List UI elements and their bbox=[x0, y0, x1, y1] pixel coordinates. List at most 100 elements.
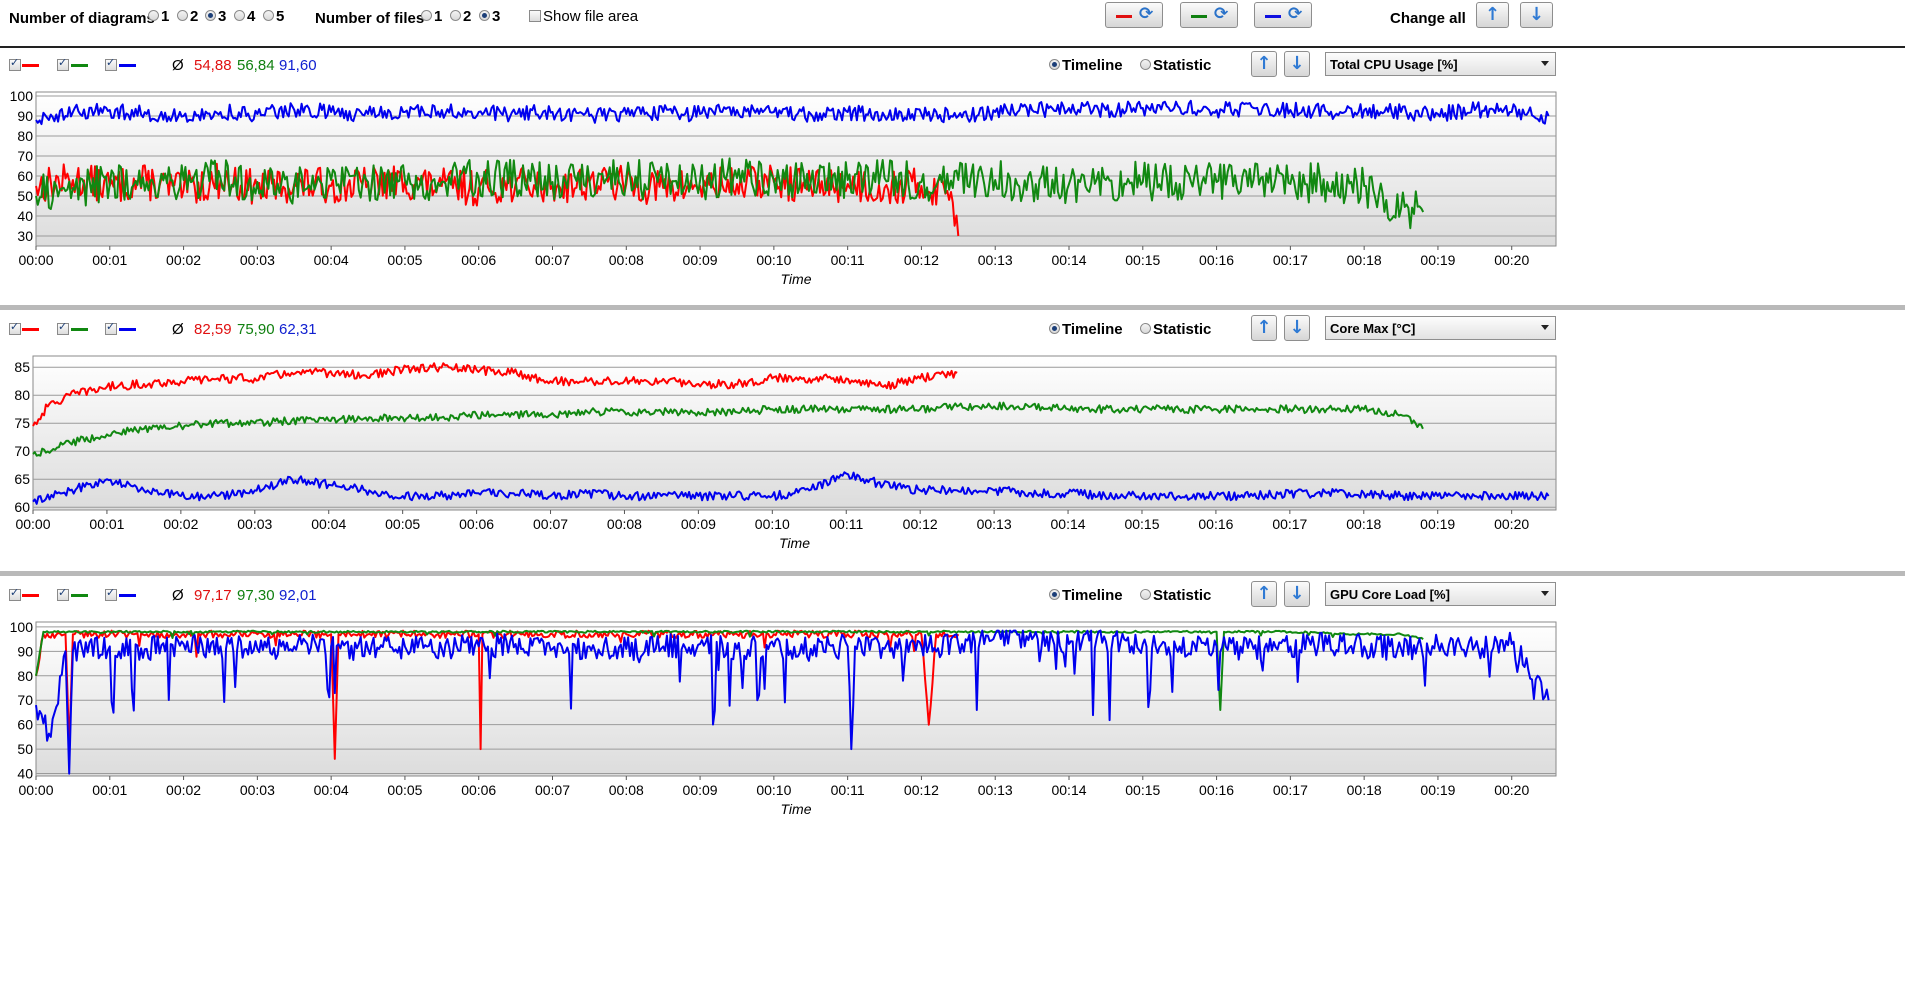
series-blue-checkbox[interactable] bbox=[105, 56, 117, 71]
arrow-up-icon: ↑ bbox=[1256, 583, 1272, 604]
x-axis-label: Time bbox=[781, 801, 812, 817]
x-tick-label: 00:13 bbox=[978, 782, 1013, 798]
change-all-up-button[interactable]: ↑ bbox=[1476, 2, 1509, 28]
average-value-red: 97,17 bbox=[194, 587, 232, 604]
average-symbol: Ø bbox=[172, 321, 184, 338]
green-line-icon bbox=[1191, 15, 1207, 18]
series-line-green bbox=[32, 401, 1424, 457]
diagram-count-radio-2[interactable] bbox=[177, 10, 188, 21]
y-tick-label: 80 bbox=[17, 668, 33, 684]
timeline-radio[interactable] bbox=[1049, 59, 1060, 70]
x-tick-label: 00:00 bbox=[15, 516, 50, 532]
plot-area bbox=[32, 355, 1557, 511]
chevron-down-icon bbox=[1541, 61, 1549, 66]
change-all-down-button[interactable]: ↓ bbox=[1520, 2, 1553, 28]
x-tick-label: 00:17 bbox=[1273, 782, 1308, 798]
y-tick-label: 40 bbox=[17, 766, 33, 782]
x-tick-label: 00:10 bbox=[756, 252, 791, 268]
x-tick-label: 00:09 bbox=[681, 516, 716, 532]
file-count-radio-1[interactable] bbox=[421, 10, 432, 21]
x-tick-label: 00:16 bbox=[1199, 782, 1234, 798]
y-tick-label: 85 bbox=[14, 359, 30, 375]
diagram-count-label-3: 3 bbox=[218, 8, 227, 25]
series-red-checkbox[interactable] bbox=[9, 320, 21, 335]
x-tick-label: 00:07 bbox=[533, 516, 568, 532]
series-green-legend-line bbox=[71, 64, 88, 67]
move-down-button[interactable]: ↓ bbox=[1284, 581, 1310, 607]
move-up-button[interactable]: ↑ bbox=[1251, 51, 1277, 77]
series-red-checkbox[interactable] bbox=[9, 56, 21, 71]
x-tick-label: 00:15 bbox=[1125, 252, 1160, 268]
blue-line-icon bbox=[1265, 15, 1281, 18]
average-value-red: 54,88 bbox=[194, 57, 232, 74]
series-green-checkbox[interactable] bbox=[57, 320, 69, 335]
swap-red-button[interactable]: ⟳ bbox=[1105, 2, 1163, 28]
metric-select[interactable]: Core Max [°C] bbox=[1325, 316, 1556, 340]
series-blue-checkbox[interactable] bbox=[105, 586, 117, 601]
y-tick-label: 50 bbox=[17, 741, 33, 757]
metric-select-value: Total CPU Usage [%] bbox=[1330, 57, 1458, 72]
x-tick-label: 00:16 bbox=[1198, 516, 1233, 532]
y-tick-label: 40 bbox=[17, 208, 33, 224]
show-file-area-label: Show file area bbox=[543, 8, 639, 25]
average-symbol: Ø bbox=[172, 587, 184, 604]
diagram-count-radio-1[interactable] bbox=[148, 10, 159, 21]
swap-green-button[interactable]: ⟳ bbox=[1180, 2, 1238, 28]
statistic-radio[interactable] bbox=[1140, 589, 1151, 600]
diagram-count-radio-3[interactable] bbox=[205, 10, 216, 21]
series-green-checkbox[interactable] bbox=[57, 56, 69, 71]
series-line-green bbox=[35, 157, 1425, 230]
x-tick-label: 00:15 bbox=[1125, 782, 1160, 798]
diagram-count-radio-4[interactable] bbox=[234, 10, 245, 21]
series-blue-legend-line bbox=[119, 594, 136, 597]
x-tick-label: 00:09 bbox=[683, 782, 718, 798]
series-green-legend-line bbox=[71, 328, 88, 331]
move-down-button[interactable]: ↓ bbox=[1284, 315, 1310, 341]
series-line-blue bbox=[35, 99, 1550, 126]
series-red-checkbox[interactable] bbox=[9, 586, 21, 601]
metric-select[interactable]: GPU Core Load [%] bbox=[1325, 582, 1556, 606]
arrow-down-icon: ↓ bbox=[1289, 53, 1305, 74]
diagram-count-label-1: 1 bbox=[161, 8, 170, 25]
show-file-area-checkbox[interactable] bbox=[529, 10, 541, 22]
move-down-button[interactable]: ↓ bbox=[1284, 51, 1310, 77]
series-green-checkbox[interactable] bbox=[57, 586, 69, 601]
x-tick-label: 00:14 bbox=[1051, 252, 1086, 268]
move-up-button[interactable]: ↑ bbox=[1251, 315, 1277, 341]
move-up-button[interactable]: ↑ bbox=[1251, 581, 1277, 607]
x-tick-label: 00:09 bbox=[683, 252, 718, 268]
x-tick-label: 00:19 bbox=[1420, 516, 1455, 532]
file-count-label-2: 2 bbox=[463, 8, 472, 25]
swap-blue-button[interactable]: ⟳ bbox=[1254, 2, 1312, 28]
file-count-radio-3[interactable] bbox=[479, 10, 490, 21]
panel-separator bbox=[0, 571, 1905, 576]
average-value-green: 75,90 bbox=[237, 321, 275, 338]
arrow-up-icon: ↑ bbox=[1256, 317, 1272, 338]
series-red-legend-line bbox=[22, 328, 39, 331]
statistic-radio[interactable] bbox=[1140, 323, 1151, 334]
chart-gpu: 40 50 60 70 80 90 100 00:00 00:01 00:02 00:03 00:04… bbox=[10, 619, 1557, 817]
x-tick-label: 00:18 bbox=[1347, 252, 1382, 268]
x-tick-label: 00:20 bbox=[1494, 782, 1529, 798]
diagram-count-label-5: 5 bbox=[276, 8, 285, 25]
x-tick-label: 00:14 bbox=[1051, 782, 1086, 798]
refresh-icon: ⟳ bbox=[1214, 4, 1229, 24]
y-tick-label: 60 bbox=[17, 717, 33, 733]
diagram-count-radio-5[interactable] bbox=[263, 10, 274, 21]
x-tick-label: 00:11 bbox=[831, 252, 865, 268]
x-tick-label: 00:06 bbox=[461, 252, 496, 268]
statistic-label: Statistic bbox=[1153, 57, 1212, 74]
num-diagrams-label: Number of diagrams bbox=[9, 10, 155, 27]
arrow-down-icon: ↓ bbox=[1528, 4, 1545, 25]
x-tick-label: 00:14 bbox=[1051, 516, 1086, 532]
timeline-radio[interactable] bbox=[1049, 323, 1060, 334]
x-tick-label: 00:13 bbox=[978, 252, 1013, 268]
timeline-radio[interactable] bbox=[1049, 589, 1060, 600]
file-count-radio-2[interactable] bbox=[450, 10, 461, 21]
statistic-radio[interactable] bbox=[1140, 59, 1151, 70]
x-tick-label: 00:05 bbox=[385, 516, 420, 532]
metric-select[interactable]: Total CPU Usage [%] bbox=[1325, 52, 1556, 76]
series-blue-checkbox[interactable] bbox=[105, 320, 117, 335]
x-tick-label: 00:12 bbox=[904, 252, 939, 268]
